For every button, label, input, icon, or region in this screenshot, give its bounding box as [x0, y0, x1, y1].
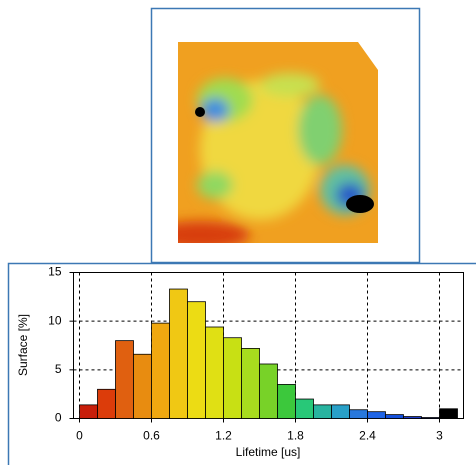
x-tick-label: 0.6: [143, 429, 160, 443]
x-axis-label: Lifetime [us]: [236, 445, 301, 459]
bar: [259, 363, 278, 419]
y-axis-label: Surface [%]: [16, 314, 30, 376]
bar: [349, 409, 368, 419]
bar: [97, 388, 116, 419]
x-tick-label: 3: [436, 429, 443, 443]
bar: [241, 348, 260, 419]
x-tick-label: 1.2: [215, 429, 232, 443]
bar: [385, 414, 404, 419]
y-tick-label: 0: [55, 411, 62, 425]
bar: [313, 404, 332, 419]
bar: [205, 326, 224, 419]
x-tick-label: 0: [76, 429, 83, 443]
bar: [169, 288, 188, 419]
bar: [367, 411, 386, 419]
x-tick-label: 2.4: [359, 429, 376, 443]
x-tick-label: 1.8: [287, 429, 304, 443]
lifetime-map: [178, 42, 378, 243]
bar: [295, 398, 314, 419]
y-tick-label: 15: [48, 265, 62, 279]
bar: [421, 417, 440, 419]
chart-frame: [7, 262, 476, 465]
y-tick-label: 10: [48, 313, 62, 327]
bar: [223, 337, 242, 419]
bar: [331, 404, 350, 419]
bar: [115, 340, 134, 419]
y-tick-label: 5: [55, 362, 62, 376]
bar: [187, 301, 206, 419]
bar: [133, 353, 152, 419]
bar: [79, 404, 98, 419]
bar: [277, 384, 296, 419]
bar: [439, 408, 458, 419]
bar: [403, 416, 422, 419]
bar: [151, 322, 170, 419]
